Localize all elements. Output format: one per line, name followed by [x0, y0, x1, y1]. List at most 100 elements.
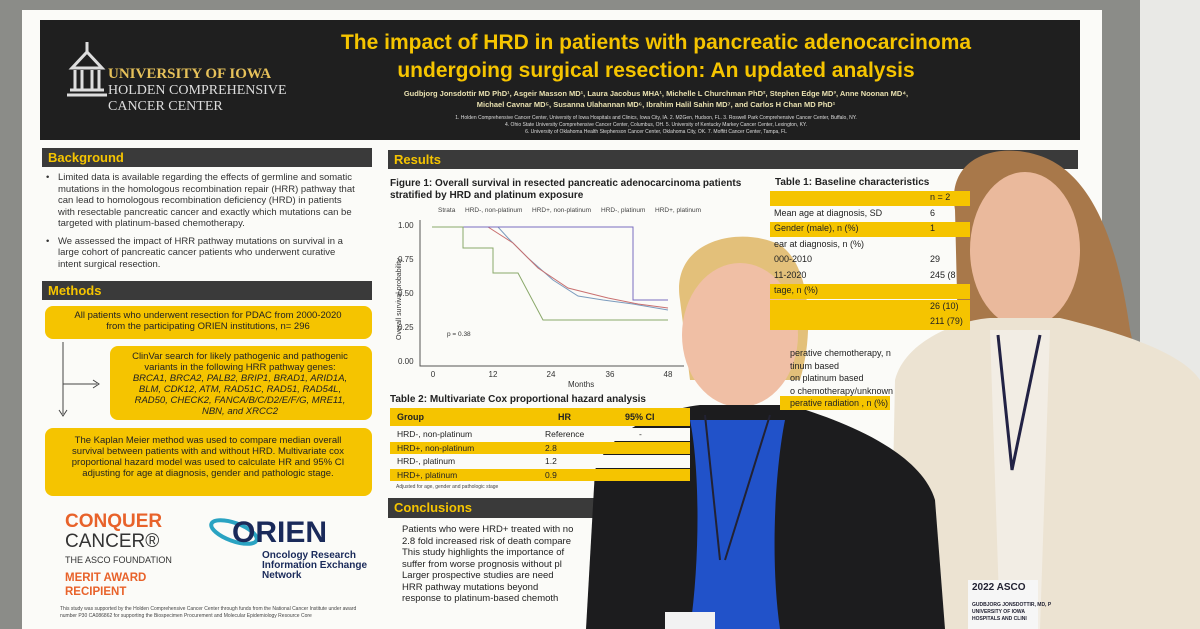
table-row — [390, 428, 690, 441]
method-text: survival between patients with and witho… — [72, 446, 344, 457]
figure-title: stratified by HRD and platinum exposure — [390, 190, 584, 201]
table-row — [770, 299, 970, 315]
title: undergoing surgical resection: An update… — [397, 59, 915, 82]
table-header: 95% CI — [625, 412, 655, 422]
table-row — [390, 468, 690, 481]
heading: Background — [48, 150, 124, 165]
y-tick-label: 0.75 — [398, 255, 414, 264]
method-box — [110, 346, 372, 420]
section-bar: Conclusions — [388, 498, 598, 518]
table-cell: Mean age at diagnosis, SD — [774, 207, 883, 218]
legend: HRD+, non-platinum — [532, 207, 592, 214]
table-title: Table 2: Multivariate Cox proportional h… — [390, 394, 646, 405]
table-cell: - — [639, 429, 642, 439]
funding: number P30 CA086862 for supporting the B… — [60, 613, 312, 619]
table-row — [770, 222, 970, 237]
x-tick-label: 24 — [546, 370, 556, 379]
method-box — [45, 306, 372, 339]
y-tick-label: 0.00 — [398, 357, 414, 366]
table-cell: 26 (10) — [930, 300, 959, 311]
p-value: p = 0.38 — [447, 331, 471, 338]
method-text: BRCA1, BRCA2, PALB2, BRIP1, BRAD1, ARID1… — [132, 373, 348, 384]
table-cell: HRD+, non-platinum — [397, 442, 475, 453]
bullet-dot: • — [46, 172, 50, 183]
heading: Results — [394, 152, 441, 167]
table-row — [390, 441, 690, 454]
conquer-logo: CANCER® — [65, 531, 160, 552]
badge-text: UNIVERSITY OF IOWA — [972, 609, 1025, 615]
table-cell: 211 (79) — [930, 316, 963, 326]
table-cell: perative radiation , n (%) — [790, 398, 889, 408]
table-cell: 1.2 — [545, 456, 557, 466]
affiliation: 1. Holden Comprehensive Cancer Center, U… — [455, 115, 857, 121]
table-cell: n = 2 — [930, 192, 951, 202]
affiliation: 6. University of Oklahoma Health Stephen… — [525, 129, 787, 135]
table-note: Adjusted for age, gender and pathologic … — [396, 484, 499, 490]
bullet-dot: • — [46, 235, 50, 247]
badge-text: 2022 ASCO — [972, 582, 1026, 593]
conclusion-text: HRR pathway mutations beyond — [402, 581, 539, 593]
orien-logo: Information Exchange — [262, 560, 368, 571]
table-cell: tage, n (%) — [774, 285, 819, 295]
conquer-logo: MERIT AWARD — [65, 572, 147, 584]
x-tick-label: 36 — [605, 370, 615, 379]
table-cell: 000-2010 — [774, 254, 813, 264]
section-bar: Results — [388, 150, 1078, 169]
logo-text: HOLDEN COMPREHENSIVE — [108, 83, 287, 98]
x-tick-label: 48 — [663, 370, 673, 379]
table-cell: ear at diagnosis, n (%) — [774, 238, 865, 249]
table-cell: 2.8 — [545, 442, 557, 453]
method-text: ClinVar search for likely pathogenic and… — [132, 351, 348, 362]
method-text: NBN, and XRCC2 — [201, 406, 279, 417]
legend: HRD-, platinum — [601, 207, 646, 214]
conquer-logo: CONQUER — [65, 511, 163, 532]
header-band — [40, 20, 1080, 140]
table-cell: 245 (8 — [930, 269, 956, 280]
table-cell: perative chemotherapy, n — [790, 348, 891, 358]
table-row — [780, 396, 890, 410]
table-header-row — [390, 408, 690, 426]
table-row — [770, 191, 970, 206]
background-text: targeted with platinum-based chemotherap… — [58, 218, 245, 229]
method-text: variants in the following HRR pathway ge… — [144, 362, 336, 373]
background-text: Limited data is available regarding the … — [58, 172, 352, 183]
section-bar: Background — [42, 148, 372, 167]
table-cell: Reference — [545, 429, 585, 439]
table-cell: HRD-, platinum — [397, 456, 456, 466]
method-text: from the participating ORIEN institution… — [106, 321, 310, 332]
figure-title: Figure 1: Overall survival in resected p… — [390, 178, 742, 189]
orien-logo: ORIEN — [232, 516, 328, 549]
x-tick-label: 0 — [430, 370, 436, 379]
funding: This study was supported by the Holden C… — [60, 606, 357, 612]
orien-logo: Network — [262, 570, 302, 581]
background-text: intent surgical resection. — [58, 258, 161, 270]
table-cell: 6 — [930, 207, 936, 218]
background-text: mutations in the homologous recombinatio… — [58, 183, 355, 195]
table-cell: 29 — [930, 254, 941, 264]
y-tick-label: 0.25 — [398, 323, 414, 332]
legend: Strata — [438, 207, 456, 214]
table-cell: o chemotherapy/unknown — [790, 385, 894, 396]
method-text: All patients who underwent resection for… — [74, 310, 342, 321]
orien-logo: Oncology Research — [262, 550, 356, 561]
authors: Michael Cavnar MD⁵, Susanna Ulahannan MD… — [476, 100, 836, 109]
conclusion-text: Patients who were HRD+ treated with no — [402, 524, 574, 535]
table-cell: tinum based — [790, 360, 840, 371]
conclusion-text: This study highlights the importance of — [402, 547, 565, 558]
legend: HRD-, non-platinum — [465, 207, 523, 214]
section-bar: Methods — [42, 281, 372, 300]
conquer-logo: RECIPIENT — [65, 586, 127, 598]
y-tick-label: 1.00 — [398, 221, 414, 230]
badge-text: HOSPITALS AND CLINI — [972, 616, 1027, 622]
table-cell: 0.9 — [545, 469, 557, 480]
method-arrows — [58, 342, 100, 417]
table-header: Group — [397, 412, 424, 422]
badge-text: GUDBJORG JONSDOTTIR, MD, P — [972, 602, 1052, 608]
method-text: The Kaplan Meier method was used to comp… — [74, 435, 342, 446]
method-text: adjusting for age at diagnosis, gender a… — [82, 468, 334, 479]
logo-icon — [67, 42, 107, 97]
logo-text: UNIVERSITY OF IOWA — [108, 66, 272, 82]
conclusion-text: 2.8 fold increased risk of death compare — [402, 535, 571, 547]
background-text: We assessed the impact of HRR pathway mu… — [58, 235, 343, 247]
